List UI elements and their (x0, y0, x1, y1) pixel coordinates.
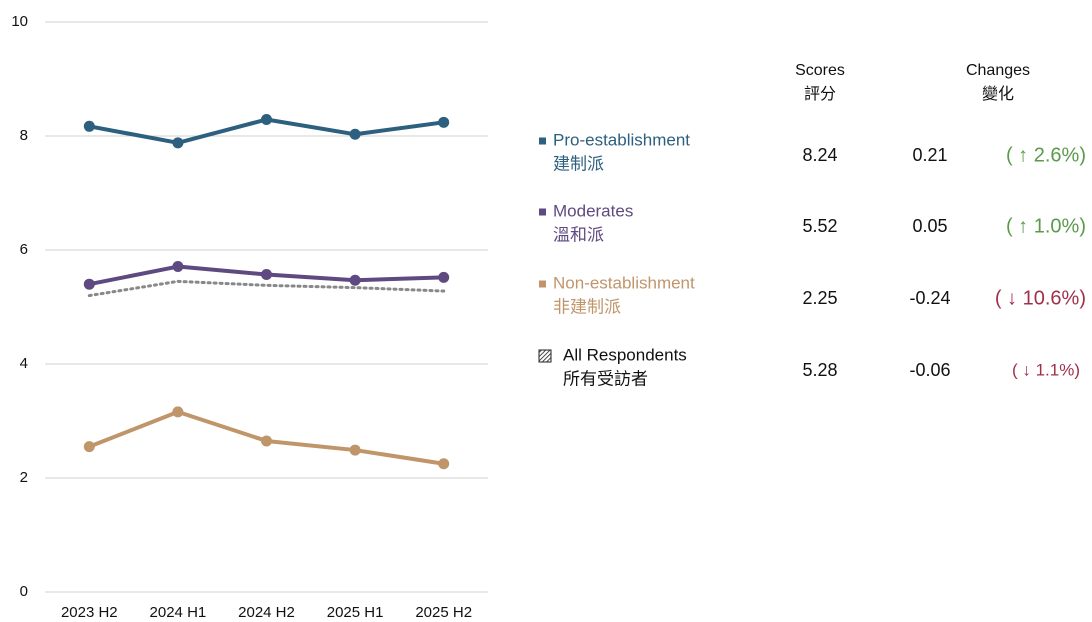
point (83, 120, 95, 132)
legend-label: 所有受訪者 (563, 369, 648, 388)
change: -0.06 (909, 360, 950, 380)
legend-label: All Respondents (563, 345, 687, 364)
point (438, 116, 450, 128)
table-header: 變化 (982, 85, 1014, 103)
legend-label: 非建制派 (553, 297, 621, 316)
y-tick-label: 4 (20, 355, 28, 372)
y-tick-label: 2 (20, 469, 28, 486)
point (172, 406, 184, 418)
point (172, 261, 184, 273)
table-header: 評分 (804, 85, 836, 103)
x-tick-label: 2024 H2 (238, 604, 295, 621)
legend-label: Non-establishment (553, 273, 695, 292)
point (438, 458, 450, 470)
x-tick-label: 2025 H2 (415, 604, 472, 621)
table-header: Changes (966, 62, 1030, 79)
y-tick-label: 6 (20, 241, 28, 258)
legend-label: 建制派 (553, 154, 604, 173)
series-line (87, 279, 446, 298)
legend-swatch (538, 349, 552, 363)
legend-label: Moderates (553, 201, 633, 220)
change-pct: ( ↑ 2.6%) (1006, 144, 1086, 166)
x-tick-label: 2024 H1 (150, 604, 207, 621)
point (261, 269, 272, 281)
y-tick-label: 8 (20, 127, 28, 144)
x-tick-label: 2023 H2 (61, 604, 118, 621)
score: 5.28 (802, 360, 837, 380)
score: 2.25 (802, 288, 837, 308)
table-header: Scores (795, 62, 845, 79)
change: 0.05 (912, 216, 947, 236)
point (438, 271, 450, 283)
legend-label: Pro-establishment (553, 130, 690, 149)
legend-swatch (539, 137, 546, 145)
y-tick-label: 10 (11, 13, 28, 30)
x-tick-label: 2025 H1 (327, 604, 384, 621)
point (172, 137, 184, 149)
score: 8.24 (802, 145, 837, 165)
y-tick-label: 0 (20, 583, 28, 600)
point (261, 113, 272, 125)
point (349, 274, 361, 286)
point (83, 278, 95, 290)
point (83, 441, 95, 453)
legend-swatch (539, 280, 546, 288)
point (349, 444, 361, 456)
change-pct: ( ↑ 1.0%) (1006, 215, 1086, 237)
change-pct: ( ↓ 10.6%) (995, 287, 1086, 309)
change-pct: ( ↓ 1.1%) (1012, 360, 1080, 379)
score: 5.52 (802, 216, 837, 236)
point (349, 128, 361, 140)
change: -0.24 (909, 288, 950, 308)
legend-label: 溫和派 (553, 225, 604, 244)
change: 0.21 (912, 145, 947, 165)
point (261, 435, 272, 447)
legend-swatch (539, 208, 546, 216)
